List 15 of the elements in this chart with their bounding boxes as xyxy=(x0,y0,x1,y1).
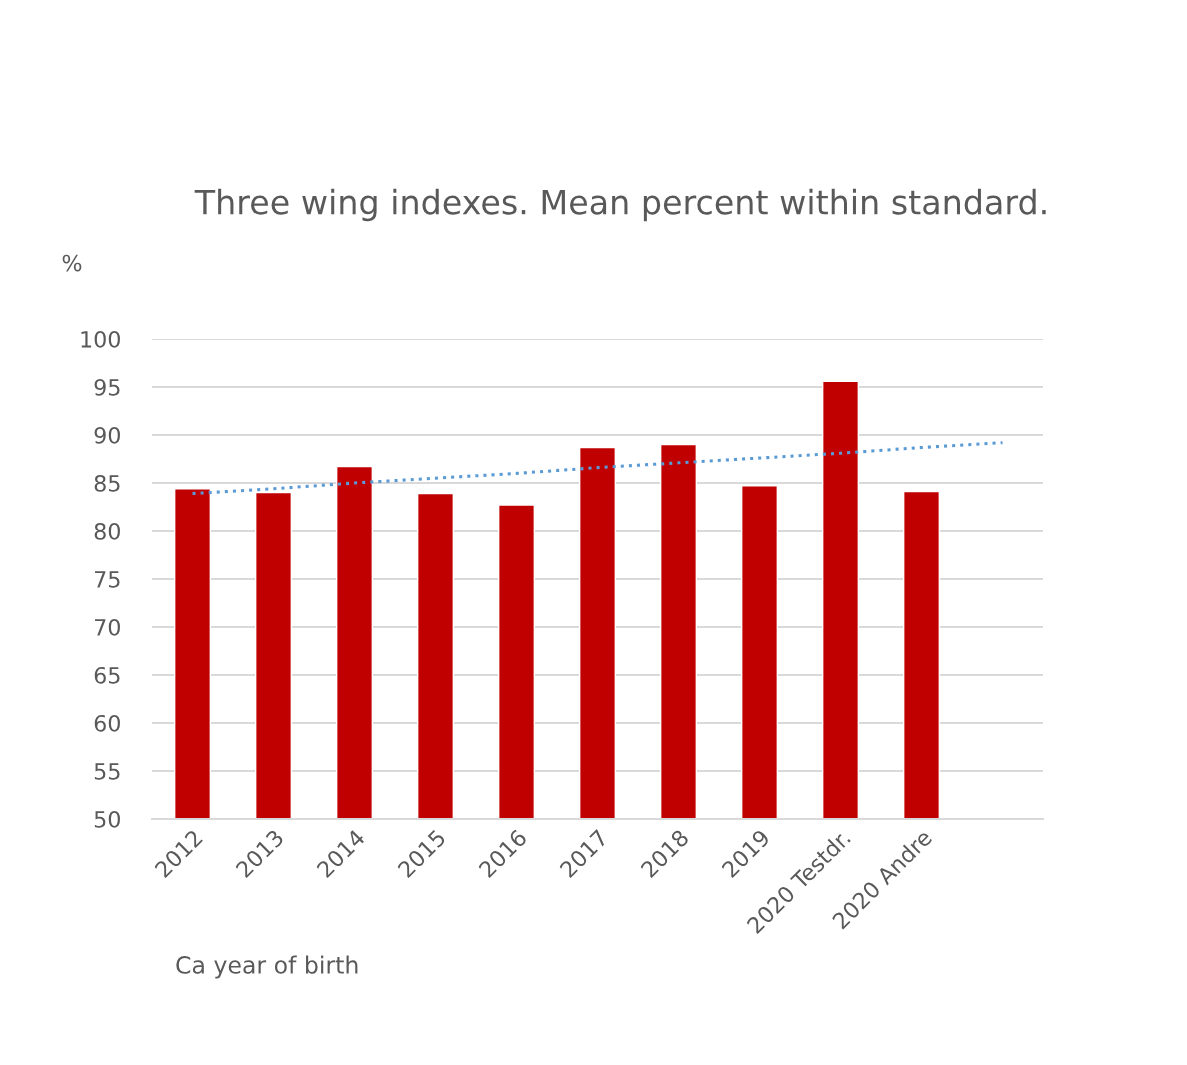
y-tick-label: 60 xyxy=(94,714,120,732)
chart-title: Three wing indexes. Mean percent within standard. xyxy=(194,188,1046,222)
y-tick-label: 55 xyxy=(94,763,120,780)
y-tick-label: 50 xyxy=(94,810,120,828)
x-axis-title: Ca year of birth xyxy=(176,955,358,979)
line-series xyxy=(190,441,1005,496)
y-tick-label: 75 xyxy=(94,571,120,588)
y-tick-label: 65 xyxy=(94,666,120,684)
y-tick-label: 90 xyxy=(94,426,120,444)
y-tick-label: 95 xyxy=(94,378,120,396)
y-tick-label: 100 xyxy=(81,330,120,348)
y-axis-title: % xyxy=(62,254,82,272)
y-tick-label: 80 xyxy=(94,522,120,540)
y-tick-label: 85 xyxy=(94,474,120,492)
y-tick-label: 70 xyxy=(94,618,120,636)
